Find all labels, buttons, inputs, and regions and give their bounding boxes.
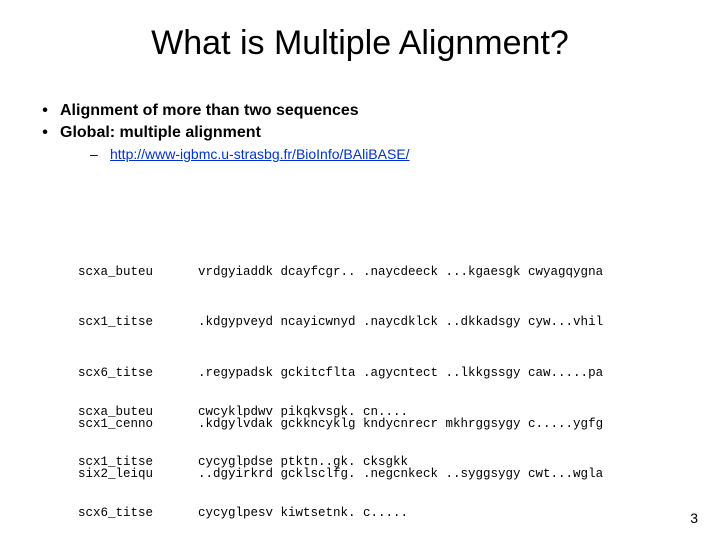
alignment-row: scx1_titsecycyglpdse ptktn..gk. cksgkk: [78, 454, 408, 471]
seq-label: scx6_titse: [78, 505, 198, 522]
reference-link[interactable]: http://www-igbmc.u-strasbg.fr/BioInfo/BA…: [110, 145, 410, 164]
seq-data: cycyglpdse ptktn..gk. cksgkk: [198, 455, 408, 469]
bullet-text: Alignment of more than two sequences: [60, 100, 359, 122]
sub-bullet-item: – http://www-igbmc.u-strasbg.fr/BioInfo/…: [30, 145, 410, 164]
slide-title: What is Multiple Alignment?: [0, 0, 720, 63]
alignment-row: scxa_buteuvrdgyiaddk dcayfcgr.. .naycdee…: [78, 264, 603, 281]
seq-data: cycyglpesv kiwtsetnk. c.....: [198, 506, 408, 520]
seq-label: scx1_titse: [78, 454, 198, 471]
page-number: 3: [690, 510, 698, 526]
bullet-dot-icon: •: [30, 122, 60, 144]
seq-label: scx1_titse: [78, 314, 198, 331]
bullet-text: Global: multiple alignment: [60, 122, 261, 144]
seq-data: cwcyklpdwv pikqkvsgk. cn....: [198, 405, 408, 419]
alignment-block-2: scxa_buteucwcyklpdwv pikqkvsgk. cn.... s…: [78, 370, 408, 540]
alignment-row: scx1_titse.kdgypveyd ncayicwnyd .naycdkl…: [78, 314, 603, 331]
bullet-list: • Alignment of more than two sequences •…: [30, 100, 410, 164]
bullet-dot-icon: •: [30, 100, 60, 122]
dash-icon: –: [90, 145, 110, 164]
seq-label: scxa_buteu: [78, 404, 198, 421]
seq-data: vrdgyiaddk dcayfcgr.. .naycdeeck ...kgae…: [198, 265, 603, 279]
seq-label: scxa_buteu: [78, 264, 198, 281]
bullet-item: • Global: multiple alignment: [30, 122, 410, 144]
alignment-row: scx6_titsecycyglpesv kiwtsetnk. c.....: [78, 505, 408, 522]
slide: What is Multiple Alignment? • Alignment …: [0, 0, 720, 540]
alignment-row: scxa_buteucwcyklpdwv pikqkvsgk. cn....: [78, 404, 408, 421]
seq-data: .kdgypveyd ncayicwnyd .naycdklck ..dkkad…: [198, 315, 603, 329]
bullet-item: • Alignment of more than two sequences: [30, 100, 410, 122]
